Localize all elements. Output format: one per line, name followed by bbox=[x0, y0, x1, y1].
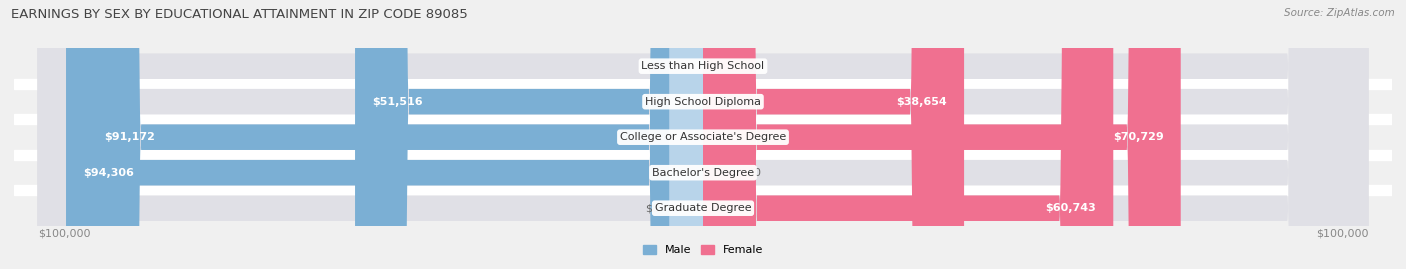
Text: $100,000: $100,000 bbox=[38, 228, 90, 238]
Text: $0: $0 bbox=[645, 61, 659, 71]
FancyBboxPatch shape bbox=[66, 0, 703, 269]
Text: Graduate Degree: Graduate Degree bbox=[655, 203, 751, 213]
FancyBboxPatch shape bbox=[703, 0, 1114, 269]
Text: Source: ZipAtlas.com: Source: ZipAtlas.com bbox=[1284, 8, 1395, 18]
FancyBboxPatch shape bbox=[669, 0, 703, 269]
FancyBboxPatch shape bbox=[38, 0, 1368, 269]
Bar bbox=[14, 150, 1392, 160]
Text: $0: $0 bbox=[747, 168, 761, 178]
Text: $0: $0 bbox=[747, 61, 761, 71]
Text: $0: $0 bbox=[645, 203, 659, 213]
FancyBboxPatch shape bbox=[703, 0, 737, 269]
Text: Less than High School: Less than High School bbox=[641, 61, 765, 71]
FancyBboxPatch shape bbox=[703, 0, 965, 269]
FancyBboxPatch shape bbox=[356, 0, 703, 269]
FancyBboxPatch shape bbox=[703, 0, 1181, 269]
Bar bbox=[14, 186, 1392, 195]
FancyBboxPatch shape bbox=[669, 0, 703, 269]
Text: $51,516: $51,516 bbox=[373, 97, 423, 107]
FancyBboxPatch shape bbox=[38, 0, 1368, 269]
FancyBboxPatch shape bbox=[38, 0, 1368, 269]
FancyBboxPatch shape bbox=[87, 0, 703, 269]
Legend: Male, Female: Male, Female bbox=[638, 240, 768, 260]
Bar bbox=[14, 115, 1392, 124]
Text: $94,306: $94,306 bbox=[83, 168, 134, 178]
Text: High School Diploma: High School Diploma bbox=[645, 97, 761, 107]
Text: $60,743: $60,743 bbox=[1046, 203, 1097, 213]
Text: College or Associate's Degree: College or Associate's Degree bbox=[620, 132, 786, 142]
FancyBboxPatch shape bbox=[38, 0, 1368, 269]
Text: $91,172: $91,172 bbox=[104, 132, 155, 142]
Text: EARNINGS BY SEX BY EDUCATIONAL ATTAINMENT IN ZIP CODE 89085: EARNINGS BY SEX BY EDUCATIONAL ATTAINMEN… bbox=[11, 8, 468, 21]
FancyBboxPatch shape bbox=[703, 0, 737, 269]
Text: $38,654: $38,654 bbox=[897, 97, 948, 107]
Text: $70,729: $70,729 bbox=[1114, 132, 1164, 142]
Bar bbox=[14, 79, 1392, 89]
Text: Bachelor's Degree: Bachelor's Degree bbox=[652, 168, 754, 178]
FancyBboxPatch shape bbox=[38, 0, 1368, 269]
Text: $100,000: $100,000 bbox=[1316, 228, 1368, 238]
